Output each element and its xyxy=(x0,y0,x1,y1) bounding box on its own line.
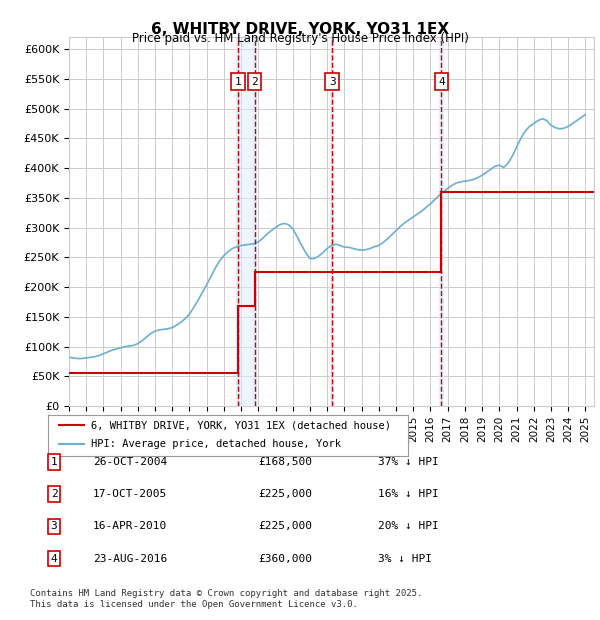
Text: 16% ↓ HPI: 16% ↓ HPI xyxy=(378,489,439,499)
Text: 6, WHITBY DRIVE, YORK, YO31 1EX: 6, WHITBY DRIVE, YORK, YO31 1EX xyxy=(151,22,449,37)
Text: 1: 1 xyxy=(235,77,241,87)
Text: 37% ↓ HPI: 37% ↓ HPI xyxy=(378,457,439,467)
Text: 17-OCT-2005: 17-OCT-2005 xyxy=(93,489,167,499)
Text: £225,000: £225,000 xyxy=(258,489,312,499)
Text: 1: 1 xyxy=(50,457,58,467)
Text: 2: 2 xyxy=(50,489,58,499)
Text: 4: 4 xyxy=(438,77,445,87)
Text: 3: 3 xyxy=(50,521,58,531)
Text: HPI: Average price, detached house, York: HPI: Average price, detached house, York xyxy=(91,440,341,450)
Bar xyxy=(236,37,240,406)
Text: 6, WHITBY DRIVE, YORK, YO31 1EX (detached house): 6, WHITBY DRIVE, YORK, YO31 1EX (detache… xyxy=(91,420,391,430)
Text: 4: 4 xyxy=(50,554,58,564)
Text: 16-APR-2010: 16-APR-2010 xyxy=(93,521,167,531)
Text: 26-OCT-2004: 26-OCT-2004 xyxy=(93,457,167,467)
Text: 3% ↓ HPI: 3% ↓ HPI xyxy=(378,554,432,564)
Text: Contains HM Land Registry data © Crown copyright and database right 2025.
This d: Contains HM Land Registry data © Crown c… xyxy=(30,590,422,609)
Text: 23-AUG-2016: 23-AUG-2016 xyxy=(93,554,167,564)
Bar xyxy=(330,37,334,406)
Text: 3: 3 xyxy=(329,77,335,87)
Bar xyxy=(439,37,443,406)
Text: £360,000: £360,000 xyxy=(258,554,312,564)
Text: 2: 2 xyxy=(251,77,258,87)
Text: Price paid vs. HM Land Registry's House Price Index (HPI): Price paid vs. HM Land Registry's House … xyxy=(131,32,469,45)
Text: £225,000: £225,000 xyxy=(258,521,312,531)
Bar xyxy=(238,37,255,406)
Text: £168,500: £168,500 xyxy=(258,457,312,467)
Text: 20% ↓ HPI: 20% ↓ HPI xyxy=(378,521,439,531)
Bar xyxy=(253,37,257,406)
